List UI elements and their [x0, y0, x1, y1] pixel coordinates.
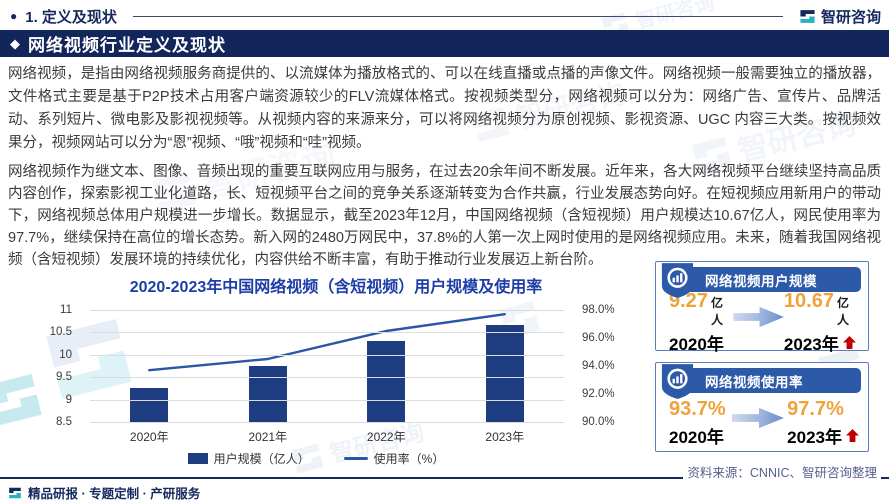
- x-tick: 2021年: [248, 430, 288, 444]
- x-tick: 2022年: [366, 430, 406, 444]
- analysis-paragraph: 网络视频作为继文本、图像、音频出现的重要互联网应用与服务，在过去20余年间不断发…: [8, 164, 881, 268]
- bar-slot: [327, 310, 446, 422]
- gridline: [90, 399, 564, 401]
- stat-unit: 亿人: [836, 295, 849, 327]
- left-tick: 10.5: [49, 326, 72, 339]
- right-arrow-icon: [733, 306, 784, 328]
- bar-2020年: [130, 387, 169, 422]
- header-divider: [132, 15, 783, 17]
- legend-label: 用户规模（亿人）: [213, 452, 310, 466]
- legend-item: 使用率（%）: [343, 450, 445, 467]
- up-arrow-icon: [846, 429, 859, 442]
- chart-legend: 用户规模（亿人） 使用率（%）: [30, 450, 602, 467]
- left-tick: 9: [65, 393, 72, 406]
- chart-body: 11 10.5 10 9.5 9 8.5 98.0% 96.0% 94.0% 92.0% 90.0…: [30, 304, 642, 428]
- user-scale-chart: 2020-2023年中国网络视频（含短视频）用户规模及使用率 11 10.5 10 9…: [30, 276, 642, 472]
- x-tick: 2020年: [129, 430, 169, 444]
- x-tick: 2023年: [485, 430, 525, 444]
- stat-from: 93.7% 2020年: [669, 398, 729, 448]
- x-axis: 2020年 2021年 2022年 2023年: [90, 428, 564, 445]
- data-source: 资料来源：CNNIC、智研咨询整理: [683, 462, 881, 481]
- gridline: [90, 422, 564, 423]
- chart-title: 2020-2023年中国网络视频（含短视频）用户规模及使用率: [129, 279, 543, 296]
- gridline: [90, 310, 564, 311]
- legend-swatch: [187, 453, 208, 464]
- left-axis: 11 10.5 10 9.5 9 8.5: [30, 304, 82, 428]
- panel-title: 网络视频使用率: [705, 374, 803, 390]
- stat-year: 2023年: [787, 428, 842, 447]
- bar-2023年: [485, 324, 524, 422]
- right-axis: 98.0% 96.0% 94.0% 92.0% 90.0%: [572, 304, 642, 428]
- legend-label: 使用率（%）: [373, 452, 445, 466]
- brand-mark-icon: [8, 486, 22, 500]
- brand-logo: 智研咨询: [799, 6, 881, 27]
- right-tick: 96.0%: [582, 332, 615, 344]
- side-panel-user-scale: 网络视频用户规模 9.27 亿人 2020年 10.67 亿人 2023年: [655, 261, 869, 354]
- gridline: [90, 332, 564, 334]
- gridline: [90, 354, 564, 356]
- stat-to: 10.67 亿人 2023年: [784, 290, 859, 355]
- left-tick: 11: [60, 304, 72, 316]
- stat-year: 2020年: [669, 428, 724, 447]
- chart-plot: [90, 310, 564, 423]
- stat-from: 9.27 亿人 2020年: [669, 290, 733, 355]
- footer-divider: [0, 477, 889, 479]
- footer-services-text: 精品研报 · 专题定制 · 产研服务: [28, 487, 201, 501]
- right-arrow-icon: [731, 407, 784, 429]
- right-tick: 92.0%: [582, 388, 615, 400]
- legend-item: 用户规模（亿人）: [187, 450, 310, 467]
- left-tick: 9.5: [56, 371, 72, 384]
- stat-year: 2023年: [783, 334, 839, 354]
- side-panel-usage-rate: 网络视频使用率 93.7% 2020年 97.7% 2023年: [655, 362, 869, 452]
- bars-layer: [90, 310, 564, 422]
- bar-slot: [209, 310, 328, 422]
- stat-value: 93.7%: [669, 398, 726, 420]
- right-tick: 90.0%: [582, 416, 615, 428]
- stat-value: 97.7%: [787, 398, 844, 420]
- bullet-icon: ●: [10, 9, 18, 23]
- line-layer: [90, 310, 564, 422]
- definition-paragraph: 网络视频，是指由网络视频服务商提供的、以流媒体为播放格式的、可以在线直播或点播的…: [8, 66, 881, 151]
- diamond-icon: ◆: [10, 35, 20, 51]
- panel-title-bar: 网络视频使用率: [663, 368, 861, 393]
- legend-swatch: [343, 457, 368, 460]
- panel-content: 93.7% 2020年 97.7% 2023年: [669, 398, 859, 448]
- panel-content: 9.27 亿人 2020年 10.67 亿人 2023年: [669, 290, 859, 354]
- section-title: 网络视频行业定义及现状: [28, 36, 226, 55]
- bar-2021年: [248, 366, 287, 422]
- side-panels: 网络视频用户规模 9.27 亿人 2020年 10.67 亿人 2023年: [655, 261, 869, 463]
- stat-unit: 亿人: [710, 295, 723, 327]
- bar-2022年: [367, 340, 406, 422]
- panel-title-bar: 网络视频用户规模: [663, 267, 861, 292]
- usage-line: [149, 314, 505, 370]
- right-tick: 94.0%: [582, 360, 615, 372]
- up-arrow-icon: [843, 336, 856, 349]
- stat-to: 97.7% 2023年: [787, 398, 859, 448]
- section-label: 1. 定义及现状: [25, 8, 117, 26]
- brand-logo-text: 智研咨询: [820, 8, 881, 26]
- section-banner: ◆ 网络视频行业定义及现状: [0, 30, 889, 57]
- brand-mark-icon: [799, 8, 816, 25]
- bar-slot: [446, 310, 565, 422]
- bar-slot: [90, 310, 209, 422]
- left-tick: 8.5: [56, 416, 72, 428]
- gridline: [90, 377, 564, 379]
- shield-chart-icon: [661, 363, 694, 400]
- panel-title: 网络视频用户规模: [705, 273, 817, 289]
- stat-year: 2020年: [669, 334, 724, 354]
- top-header: ● 1. 定义及现状 智研咨询: [10, 5, 881, 27]
- stat-value: 10.67: [783, 289, 834, 312]
- shield-chart-icon: [661, 262, 694, 299]
- footer-services: 精品研报 · 专题定制 · 产研服务: [8, 483, 200, 502]
- right-tick: 98.0%: [582, 304, 615, 316]
- left-tick: 10: [59, 348, 72, 361]
